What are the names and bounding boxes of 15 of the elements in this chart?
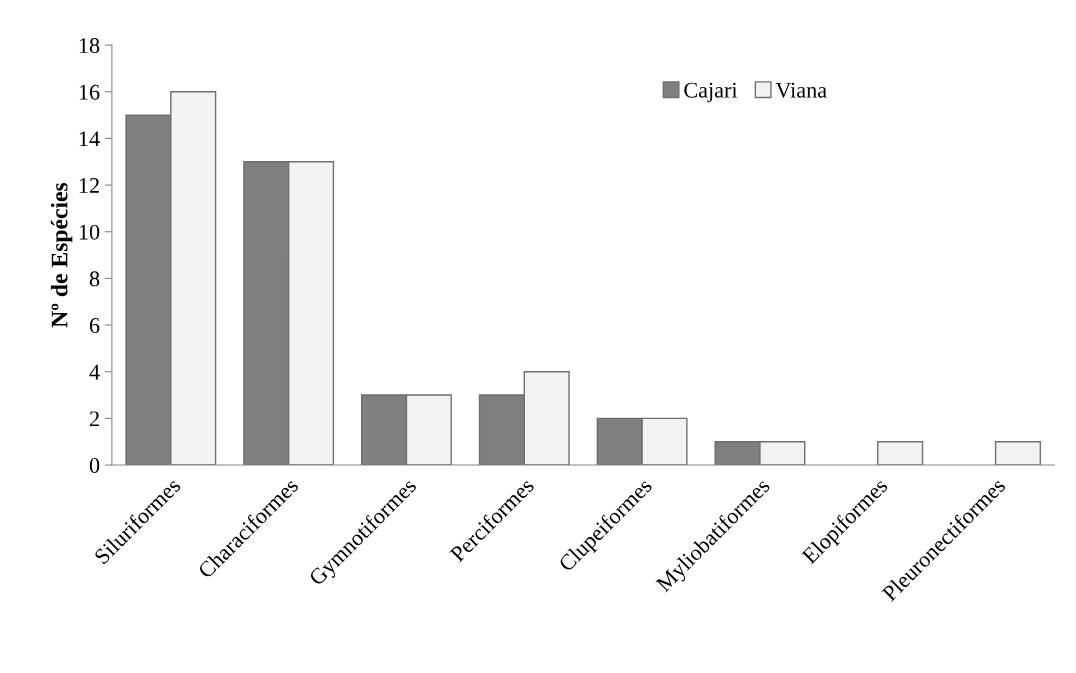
bar xyxy=(877,441,924,466)
y-tick-label: 8 xyxy=(89,271,100,287)
y-tick-label: 0 xyxy=(89,457,100,473)
y-tick-label: 12 xyxy=(79,178,99,193)
legend-label: Viana xyxy=(775,82,827,98)
y-tick-label: 18 xyxy=(79,38,100,54)
legend-label: Cajari xyxy=(684,82,738,103)
bar xyxy=(994,441,1042,466)
y-tick-label: 14 xyxy=(79,131,100,147)
y-tick-label: 2 xyxy=(89,411,99,427)
y-tick-label: 4 xyxy=(89,364,100,380)
y-tick-label: 16 xyxy=(79,84,100,100)
y-axis-title: Nº de Espécies xyxy=(50,182,73,328)
y-tick-label: 6 xyxy=(89,318,100,333)
y-tick-label: 10 xyxy=(79,224,100,240)
